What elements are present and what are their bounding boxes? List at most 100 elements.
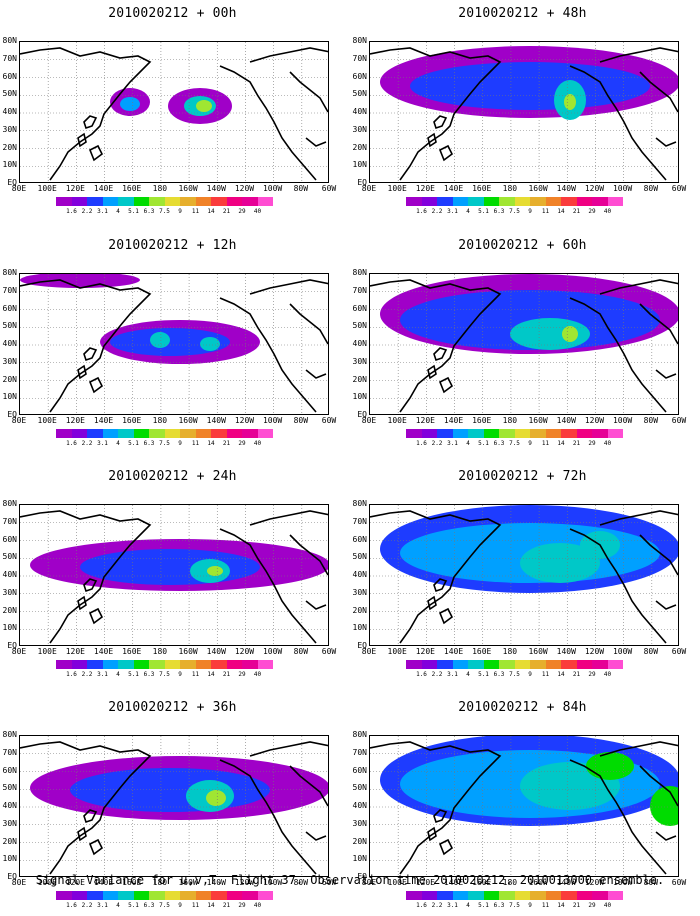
lat-tick-label: 10N <box>352 854 367 864</box>
colorbar-swatch <box>483 197 499 206</box>
lat-tick-label: 40N <box>352 339 367 348</box>
lon-tick-label: 60W <box>321 878 337 887</box>
lat-tick-label: 50N <box>2 321 17 331</box>
variance-map <box>20 274 328 414</box>
coastline <box>655 831 677 841</box>
lon-tick-label: 140E <box>93 878 114 887</box>
lon-tick-label: 160E <box>122 184 142 193</box>
coastline <box>305 137 327 147</box>
colorbar-swatch <box>576 429 592 438</box>
lon-tick-label: 160W <box>528 878 548 887</box>
coastline <box>77 826 87 842</box>
variance-contour <box>410 62 650 110</box>
colorbar-swatch <box>195 197 211 206</box>
panel-title: 2010020212 + 36h <box>108 700 237 715</box>
colorbar <box>56 891 273 900</box>
colorbar-level-label: 4 <box>116 208 120 215</box>
colorbar-swatch <box>257 429 273 438</box>
colorbar-swatch <box>133 429 149 438</box>
colorbar <box>406 660 623 669</box>
colorbar-swatch <box>607 429 623 438</box>
colorbar-swatch <box>149 429 165 438</box>
colorbar-swatch <box>483 891 499 900</box>
lat-tick-label: 10N <box>2 392 17 402</box>
coastline <box>433 347 448 362</box>
map-plot-area <box>369 41 679 183</box>
panel-title: 2010020212 + 48h <box>458 6 587 21</box>
colorbar-swatch <box>514 429 530 438</box>
lat-tick-label: EQ <box>357 872 367 881</box>
variance-contour <box>20 274 140 288</box>
colorbar-swatch <box>133 197 149 206</box>
variance-contour <box>564 94 576 110</box>
coastline <box>83 115 98 130</box>
lon-tick-label: 120W <box>234 416 255 425</box>
lat-tick-label: 70N <box>2 53 17 63</box>
colorbar-level-label: 9 <box>178 671 182 678</box>
lon-tick-label: 120E <box>415 647 435 656</box>
lat-tick-label: 30N <box>352 818 367 828</box>
map-panel-84h: 2010020212 + 84h EQ 10N 20N 30N 40N 50N 60N 70N 8… <box>350 694 695 916</box>
lat-tick-label: 20N <box>352 605 367 615</box>
colorbar-level-label: 7.5 <box>509 671 520 678</box>
lon-tick-label: 80E <box>361 184 377 193</box>
colorbar-level-label: 40 <box>603 902 612 909</box>
colorbar-level-label: 3.1 <box>447 671 458 678</box>
colorbar-level-label: 40 <box>253 208 262 215</box>
lon-tick-label: 160W <box>178 878 198 887</box>
colorbar-swatch <box>468 660 484 669</box>
colorbar-level-label: 40 <box>603 208 612 215</box>
lon-tick-label: 120W <box>584 184 605 193</box>
lon-tick-label: 120W <box>584 878 605 887</box>
map-plot-area <box>369 735 679 877</box>
lat-tick-label: 30N <box>2 356 17 366</box>
colorbar-swatch <box>149 891 165 900</box>
colorbar-swatch <box>102 891 118 900</box>
coastline <box>569 297 667 413</box>
colorbar-swatch <box>164 660 180 669</box>
coastline <box>639 765 678 807</box>
colorbar-swatch <box>607 197 623 206</box>
lon-tick-label: 100W <box>262 647 283 656</box>
colorbar-level-label: 14 <box>207 671 215 678</box>
colorbar-level-label: 3.1 <box>97 440 108 447</box>
coastline <box>639 303 678 345</box>
colorbar-swatch <box>592 660 608 669</box>
colorbar-swatch <box>514 660 530 669</box>
lon-tick-label: 80E <box>11 878 27 887</box>
lon-tick-label: 100E <box>387 647 407 656</box>
colorbar-swatch <box>421 429 437 438</box>
lon-tick-label: 120E <box>65 184 85 193</box>
colorbar-swatch <box>499 429 515 438</box>
variance-contour <box>206 790 226 806</box>
lon-tick-label: 80W <box>643 184 659 193</box>
lon-tick-label: 160W <box>528 184 548 193</box>
colorbar-swatch <box>421 660 437 669</box>
colorbar-swatch <box>211 429 227 438</box>
colorbar-swatch <box>56 891 72 900</box>
colorbar-swatch <box>118 660 134 669</box>
map-panel-72h: 2010020212 + 72h EQ 10N 20N 30N 40N 50N 60N 70N 8… <box>350 463 695 685</box>
lon-tick-label: 160E <box>122 647 142 656</box>
coastline <box>77 364 87 380</box>
lon-tick-label: 80W <box>293 184 309 193</box>
map-panel-48h: 2010020212 + 48h EQ 10N 20N 30N 40N 50N 60N 70N 8… <box>350 0 695 222</box>
lat-tick-label: EQ <box>7 410 17 419</box>
lon-tick-label: 100E <box>37 416 57 425</box>
colorbar-swatch <box>257 197 273 206</box>
colorbar-swatch <box>71 197 87 206</box>
colorbar-swatch <box>530 660 546 669</box>
colorbar-swatch <box>226 891 242 900</box>
variance-contour <box>196 100 212 112</box>
colorbar-level-label: 6.3 <box>143 671 155 678</box>
colorbar-swatch <box>71 429 87 438</box>
coastline <box>305 369 327 379</box>
lon-tick-label: 120E <box>415 878 435 887</box>
variance-contour <box>650 786 678 826</box>
colorbar-swatch <box>545 429 561 438</box>
coastline <box>249 741 328 757</box>
variance-contour <box>200 337 220 351</box>
colorbar-swatch <box>406 891 422 900</box>
variance-map <box>20 42 328 182</box>
lon-tick-label: 120E <box>415 184 435 193</box>
